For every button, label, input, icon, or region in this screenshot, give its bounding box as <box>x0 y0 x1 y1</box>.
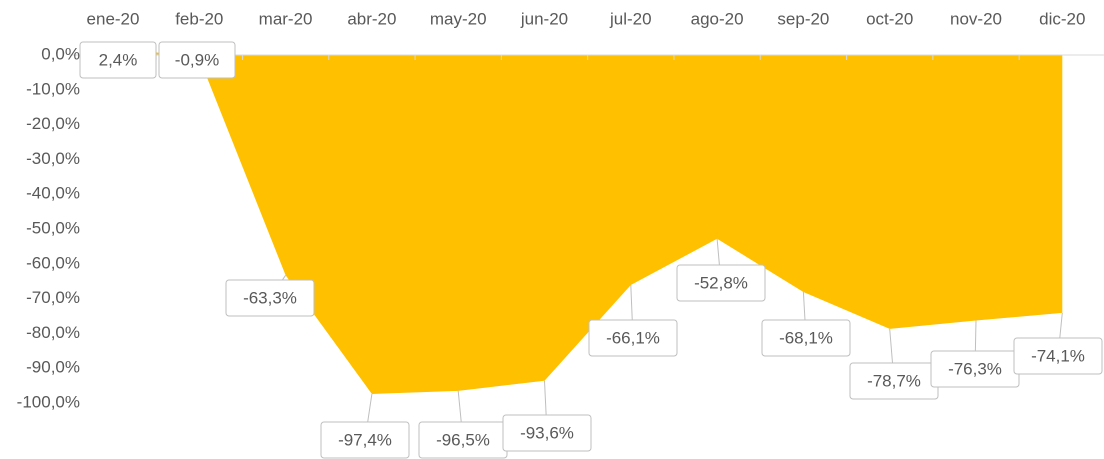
data-label: -63,3% <box>243 288 297 307</box>
x-tick-label: may-20 <box>430 9 487 28</box>
data-label: -93,6% <box>520 423 574 442</box>
x-tick-label: dic-20 <box>1039 9 1085 28</box>
data-label: -76,3% <box>948 359 1002 378</box>
x-tick-label: ene-20 <box>87 9 140 28</box>
data-label: -78,7% <box>867 371 921 390</box>
x-tick-label: nov-20 <box>950 9 1002 28</box>
x-tick-label: feb-20 <box>175 9 223 28</box>
data-label: -66,1% <box>606 328 660 347</box>
data-label: -0,9% <box>175 50 219 69</box>
data-label-box <box>761 319 851 357</box>
data-label: -52,8% <box>694 273 748 292</box>
x-tick-label: jul-20 <box>609 9 652 28</box>
x-tick-label: oct-20 <box>866 9 913 28</box>
data-label-box <box>502 414 592 452</box>
data-label-box <box>320 421 410 459</box>
area <box>113 46 1063 394</box>
x-tick-label: ago-20 <box>691 9 744 28</box>
data-label: -96,5% <box>436 430 490 449</box>
y-tick-label: -20,0% <box>26 114 80 133</box>
y-tick-label: -90,0% <box>26 358 80 377</box>
x-tick-label: sep-20 <box>777 9 829 28</box>
data-label-box <box>158 41 236 79</box>
y-tick-label: -70,0% <box>26 288 80 307</box>
x-tick-label: abr-20 <box>347 9 396 28</box>
y-tick-label: -80,0% <box>26 323 80 342</box>
data-label: 2,4% <box>99 50 138 69</box>
y-tick-label: -40,0% <box>26 184 80 203</box>
data-label: -74,1% <box>1031 346 1085 365</box>
y-tick-label: -10,0% <box>26 79 80 98</box>
data-label-box <box>79 41 157 79</box>
data-label: -97,4% <box>338 430 392 449</box>
data-label: -68,1% <box>779 328 833 347</box>
y-tick-label: -30,0% <box>26 149 80 168</box>
x-tick-label: jun-20 <box>520 9 568 28</box>
data-label-box <box>225 279 315 317</box>
x-tick-label: mar-20 <box>259 9 313 28</box>
data-label-box <box>588 319 678 357</box>
y-tick-label: -100,0% <box>17 392 80 411</box>
data-label-box <box>676 264 766 302</box>
y-tick-label: -50,0% <box>26 218 80 237</box>
data-label-box <box>1013 337 1103 375</box>
y-tick-label: -60,0% <box>26 253 80 272</box>
y-tick-label: 0,0% <box>41 44 80 63</box>
